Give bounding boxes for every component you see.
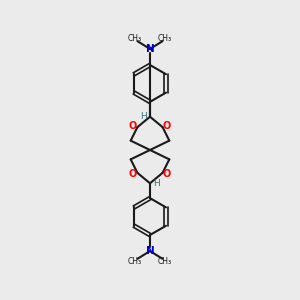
Text: O: O bbox=[129, 121, 137, 130]
Text: N: N bbox=[146, 246, 154, 256]
Text: O: O bbox=[163, 121, 171, 130]
Text: H: H bbox=[140, 112, 147, 121]
Text: H: H bbox=[153, 179, 160, 188]
Text: N: N bbox=[146, 44, 154, 54]
Text: O: O bbox=[129, 169, 137, 179]
Text: O: O bbox=[163, 169, 171, 179]
Text: CH₃: CH₃ bbox=[158, 34, 172, 43]
Text: CH₃: CH₃ bbox=[158, 257, 172, 266]
Text: CH₃: CH₃ bbox=[128, 257, 142, 266]
Text: CH₃: CH₃ bbox=[128, 34, 142, 43]
